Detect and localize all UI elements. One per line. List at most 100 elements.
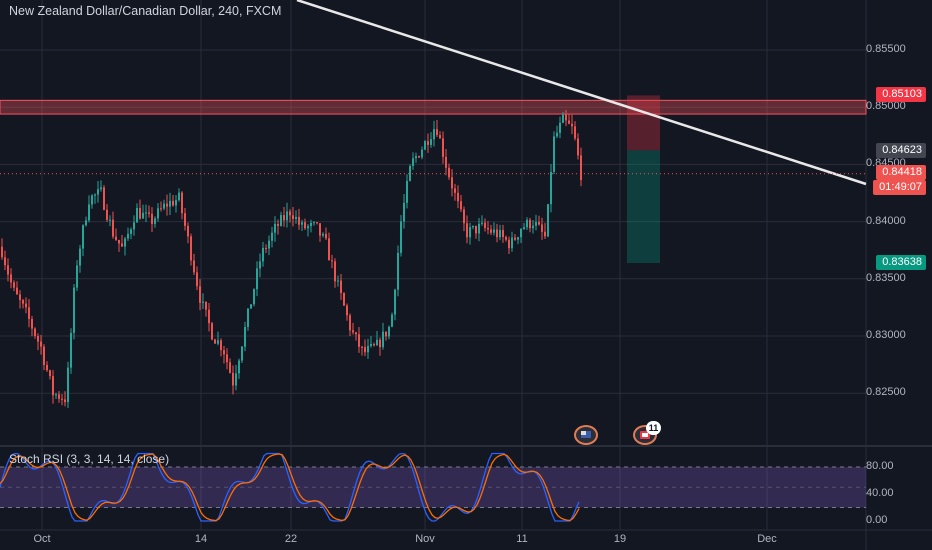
current-price-label: 0.84418 (876, 165, 926, 180)
candle-down (340, 280, 342, 294)
candles (1, 110, 582, 408)
candle-up (67, 367, 69, 403)
candle-down (328, 238, 330, 261)
candle-up (559, 122, 561, 133)
candle-up (133, 222, 135, 230)
price-tick: 0.82500 (866, 386, 906, 399)
candle-down (211, 323, 213, 340)
candle-down (292, 215, 294, 220)
candle-down (10, 274, 12, 283)
candle-down (445, 156, 447, 168)
candle-down (172, 200, 174, 206)
candle-down (580, 155, 582, 181)
candle-down (34, 328, 36, 337)
candle-down (451, 177, 453, 189)
candle-up (430, 139, 432, 145)
descending-trendline (296, 0, 867, 186)
candle-up (136, 207, 138, 223)
candle-down (568, 120, 570, 124)
candle-up (100, 187, 102, 190)
candle-up (238, 360, 240, 374)
candle-down (226, 354, 228, 363)
candle-up (526, 219, 528, 228)
candle-up (493, 229, 495, 233)
candle-down (16, 287, 18, 295)
candle-down (496, 229, 498, 238)
stoch-tick: 40.00 (866, 487, 894, 499)
candle-up (553, 136, 555, 172)
candle-down (466, 223, 468, 238)
candle-down (112, 219, 114, 237)
stoch-k-line (0, 452, 580, 522)
candle-up (157, 208, 159, 219)
short-position-tool[interactable] (627, 95, 660, 264)
candle-down (106, 209, 108, 220)
candle-up (286, 211, 288, 221)
candle-up (247, 308, 249, 327)
candle-down (103, 187, 105, 210)
candle-up (274, 223, 276, 233)
candle-down (436, 129, 438, 136)
candle-up (295, 216, 297, 220)
candle-down (364, 347, 366, 353)
candle-down (232, 372, 234, 386)
candle-up (262, 247, 264, 262)
candle-up (154, 218, 156, 224)
candle-down (319, 223, 321, 236)
candle-up (370, 344, 372, 346)
candle-down (52, 376, 54, 396)
candle-down (22, 300, 24, 304)
candle-up (70, 332, 72, 368)
price-tick: 0.83500 (866, 271, 906, 284)
stoch-d-line (0, 453, 580, 522)
candle-down (343, 293, 345, 306)
candle-down (346, 305, 348, 316)
candle-down (199, 286, 201, 303)
time-tick: 22 (284, 533, 298, 545)
candle-up (547, 204, 549, 237)
target-price-label: 0.83638 (876, 255, 926, 270)
candle-up (397, 252, 399, 290)
candle-up (382, 331, 384, 348)
stoch-tick: 0.00 (866, 514, 888, 526)
candle-up (520, 229, 522, 238)
candle-down (184, 213, 186, 226)
candle-up (421, 149, 423, 158)
candle-down (223, 350, 225, 355)
candle-down (49, 370, 51, 377)
candle-up (517, 237, 519, 240)
countdown-label: 01:49:07 (873, 180, 926, 195)
candle-up (244, 326, 246, 347)
candle-down (541, 224, 543, 232)
time-tick: Oct (33, 533, 51, 545)
candle-up (73, 287, 75, 333)
candle-down (355, 332, 357, 335)
annotation-lines[interactable] (0, 0, 867, 186)
candle-up (499, 230, 501, 238)
resistance-zone-box (0, 99, 867, 115)
candle-up (280, 215, 282, 226)
candle-up (256, 268, 258, 290)
news-flag-icon[interactable] (574, 425, 598, 445)
candle-up (175, 200, 177, 206)
candle-up (433, 129, 435, 140)
take-profit-area (627, 150, 660, 264)
chart-title: New Zealand Dollar/Canadian Dollar, 240,… (9, 4, 282, 18)
candle-up (478, 223, 480, 234)
time-tick: Nov (415, 533, 435, 545)
candle-down (358, 334, 360, 347)
candle-up (163, 203, 165, 209)
candle-up (394, 289, 396, 315)
time-tick: 11 (516, 533, 528, 545)
candle-up (301, 222, 303, 225)
candle-up (523, 227, 525, 230)
candle-up (145, 212, 147, 214)
oscillator-title: Stoch RSI (3, 3, 14, 14, close) (9, 452, 170, 466)
candle-up (55, 394, 57, 396)
candle-up (532, 225, 534, 229)
candle-down (166, 203, 168, 207)
candle-down (181, 192, 183, 214)
candle-up (424, 141, 426, 150)
